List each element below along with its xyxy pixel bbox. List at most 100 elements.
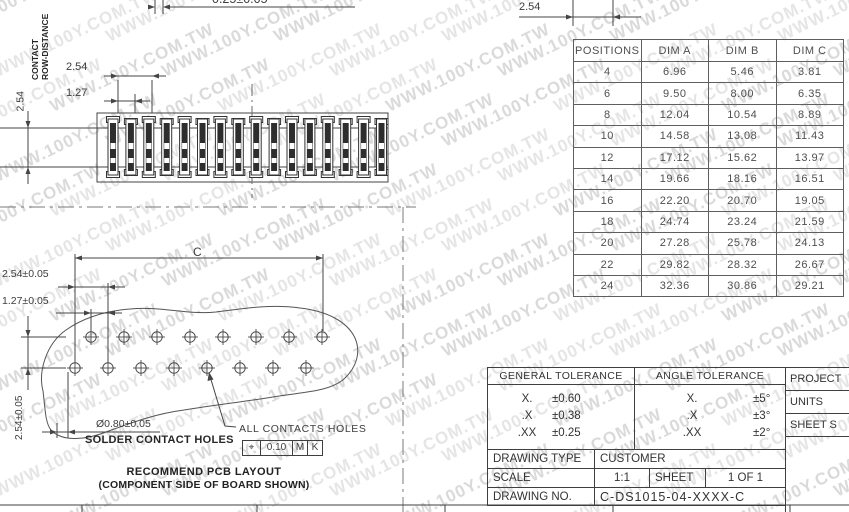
connector-half-pitch-dim: 1.27 — [66, 87, 88, 99]
table-cell: 19.05 — [775, 189, 844, 212]
general-tolerance-title: GENERAL TOLERANCE — [488, 368, 634, 385]
drawing-type-value: CUSTOMER — [600, 453, 666, 465]
angle-tolerance-box: ANGLE TOLERANCE X. ±5° .X ±3° .XX ±2° — [634, 367, 786, 450]
sheet-label: SHEET — [650, 469, 706, 487]
table-cell: 23.24 — [708, 210, 777, 234]
hole-diameter-dim: Ø0.80±0.05 — [96, 418, 151, 430]
tolerance-key: .X — [521, 410, 533, 422]
drawing-no-row: DRAWING NO. C-DS1015-04-XXXX-C — [487, 487, 786, 506]
positions-table-header: POSITIONS DIM A DIM B DIM C — [573, 39, 844, 62]
table-cell: 19.66 — [640, 167, 709, 191]
table-cell: 27.28 — [640, 232, 709, 255]
table-row: 12 17.12 15.62 13.97 — [573, 146, 844, 169]
table-cell: 11.43 — [775, 125, 844, 148]
positions-table: POSITIONS DIM A DIM B DIM C 4 6.96 5.46 3.81 6 9… — [573, 39, 844, 298]
table-cell: 15.62 — [708, 146, 777, 169]
table-cell: 6.35 — [775, 82, 844, 105]
table-cell: 22 — [573, 253, 642, 276]
table-cell: 8 — [573, 103, 642, 127]
table-header-cell: DIM A — [640, 39, 709, 62]
tolerance-key: .X — [686, 410, 698, 422]
side-row-project: PROJECT — [786, 368, 849, 391]
general-tolerance-box: GENERAL TOLERANCE X. ±0.60 .X ±0.38 .XX ±0.… — [487, 367, 635, 450]
dimension-arrowheads — [25, 4, 620, 435]
datum-reference: K — [308, 440, 323, 456]
all-contacts-label: ALL CONTACTS HOLES — [239, 423, 367, 435]
drawing-no-label: DRAWING NO. — [488, 488, 595, 505]
table-cell: 24.74 — [640, 210, 709, 234]
table-cell: 18.16 — [708, 167, 777, 191]
pcb-span-dim: C — [193, 245, 202, 259]
table-cell: 25.78 — [708, 232, 777, 255]
position-tolerance-frame: ⌖ 0.10 M K — [242, 440, 323, 456]
scale-row: SCALE 1:1 SHEET 1 OF 1 — [487, 468, 786, 488]
drawing-no-value: C-DS1015-04-XXXX-C — [600, 489, 746, 504]
table-header-cell: POSITIONS — [573, 39, 642, 62]
positions-table-body: 4 6.96 5.46 3.81 6 9.50 8.00 6.35 8 12.04 10.54 8.8… — [573, 60, 844, 298]
table-cell: 10.54 — [708, 103, 777, 127]
side-row-units: UNITS — [786, 391, 849, 414]
table-cell: 13.08 — [708, 125, 777, 148]
table-row: 8 12.04 10.54 8.89 — [573, 103, 844, 127]
scale-value: 1:1 — [595, 469, 650, 487]
tolerance-key: .XX — [517, 427, 537, 439]
angle-tolerance-title: ANGLE TOLERANCE — [635, 368, 785, 385]
table-cell: 24.13 — [775, 232, 844, 255]
table-cell: 24 — [573, 274, 642, 298]
side-row-sheet-size: SHEET S — [786, 414, 849, 437]
table-cell: 6 — [573, 82, 642, 105]
table-cell: 9.50 — [640, 82, 709, 105]
clipped-top-dim: 0.25±0.05 — [212, 0, 268, 6]
table-cell: 12.04 — [640, 103, 709, 127]
table-header-cell: DIM C — [775, 39, 844, 62]
table-cell: 20.70 — [708, 189, 777, 212]
table-cell: 21.59 — [775, 210, 844, 234]
position-symbol-icon: ⌖ — [242, 440, 261, 456]
tolerance-value: ±3° — [753, 410, 771, 422]
table-row: 24 32.36 30.86 29.21 — [573, 274, 844, 298]
solder-holes-label: SOLDER CONTACT HOLES — [85, 434, 234, 446]
table-row: 4 6.96 5.46 3.81 — [573, 60, 844, 84]
table-row: 16 22.20 20.70 19.05 — [573, 189, 844, 212]
table-cell: 13.97 — [775, 146, 844, 169]
pcb-holes — [67, 329, 330, 376]
table-row: 18 24.74 23.24 21.59 — [573, 210, 844, 234]
table-row: 14 19.66 18.16 16.51 — [573, 167, 844, 191]
tolerance-key: X. — [521, 393, 533, 405]
table-cell: 20 — [573, 232, 642, 255]
table-cell: 18 — [573, 210, 642, 234]
table-cell: 32.36 — [640, 274, 709, 298]
table-cell: 3.81 — [775, 60, 844, 84]
fragment-pitch-dim: 2.54 — [519, 1, 541, 13]
table-cell: 5.46 — [708, 60, 777, 84]
table-cell: 17.12 — [640, 146, 709, 169]
table-cell: 10 — [573, 125, 642, 148]
table-cell: 28.32 — [708, 253, 777, 276]
table-row: 6 9.50 8.00 6.35 — [573, 82, 844, 105]
connector-pins — [106, 116, 389, 178]
table-row: 20 27.28 25.78 24.13 — [573, 232, 844, 255]
tolerance-value: ±0.25 — [552, 427, 581, 439]
pcb-row-distance-dim: 2.54±0.05 — [14, 395, 25, 440]
table-cell: 26.67 — [775, 253, 844, 276]
table-cell: 8.00 — [708, 82, 777, 105]
table-cell: 4 — [573, 60, 642, 84]
table-cell: 16.51 — [775, 167, 844, 191]
table-cell: 22.20 — [640, 189, 709, 212]
pcb-pitch-dim: 2.54±0.05 — [2, 268, 49, 280]
drawing-type-row: DRAWING TYPE CUSTOMER — [487, 449, 786, 469]
connector-row-distance-dim: 2.54 — [14, 91, 27, 112]
pcb-caption-line1: RECOMMEND PCB LAYOUT — [126, 466, 282, 478]
tolerance-key: X. — [686, 393, 698, 405]
table-row: 10 14.58 13.08 11.43 — [573, 125, 844, 148]
table-header-cell: DIM B — [708, 39, 777, 62]
title-block-side-column: PROJECT UNITS SHEET S — [785, 367, 849, 512]
pcb-caption: RECOMMEND PCB LAYOUT (COMPONENT SIDE OF … — [84, 466, 324, 491]
table-cell: 14 — [573, 167, 642, 191]
table-cell: 14.58 — [640, 125, 709, 148]
table-cell: 6.96 — [640, 60, 709, 84]
tolerance-value: ±2° — [753, 427, 771, 439]
sheet-value: 1 OF 1 — [727, 472, 764, 484]
